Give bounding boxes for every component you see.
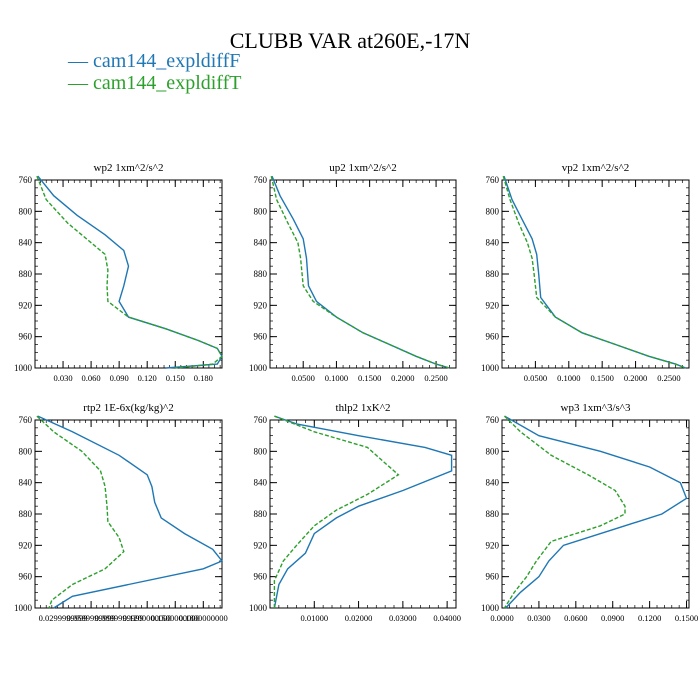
y-tick-label: 840	[19, 478, 33, 488]
y-tick-label: 880	[19, 509, 33, 519]
series-line-5-0	[504, 415, 688, 609]
plot-frame-3	[34, 419, 223, 609]
y-tick-label: 840	[254, 238, 268, 248]
x-tick-label: 0.1200000000	[123, 613, 172, 623]
series-line-0-1	[36, 175, 223, 369]
x-tick-label: 0.1500	[590, 373, 613, 383]
y-tick-label: 880	[254, 509, 268, 519]
y-tick-label: 800	[19, 446, 33, 456]
y-tick-label: 960	[254, 332, 268, 342]
x-tick-label: 0.0500	[524, 373, 547, 383]
series-line-4-0	[273, 415, 453, 609]
series-line-4-1	[273, 415, 400, 608]
y-tick-label: 760	[254, 415, 268, 425]
series-line-1-0	[271, 175, 450, 369]
x-tick-label: 0.1500	[358, 373, 381, 383]
y-tick-label: 1000	[481, 603, 500, 613]
chart-title: CLUBB VAR at260E,-17N	[229, 28, 471, 53]
x-tick-label: 0.2500	[424, 373, 447, 383]
series-line-3-0	[37, 415, 224, 609]
y-tick-label: 800	[254, 206, 268, 216]
y-tick-label: 880	[19, 269, 33, 279]
x-tick-label: 0.2500	[657, 373, 680, 383]
x-tick-label: 0.04000	[433, 613, 461, 623]
x-tick-label: 0.0600	[564, 613, 587, 623]
y-tick-label: 960	[254, 572, 268, 582]
panel-title-1: up2 1xm^2/s^2	[329, 162, 396, 174]
x-tick-label: 0.1500	[675, 613, 698, 623]
y-tick-label: 800	[254, 446, 268, 456]
y-tick-label: 880	[486, 509, 500, 519]
y-tick-label: 760	[254, 175, 268, 185]
x-tick-label: 0.120	[138, 373, 157, 383]
panel-title-3: rtp2 1E-6x(kg/kg)^2	[83, 402, 173, 414]
legend-entry-expldiffT: — cam144_expldiffT	[68, 72, 242, 94]
panel-title-4: thlp2 1xK^2	[336, 402, 391, 414]
y-tick-label: 1000	[14, 603, 33, 613]
x-tick-label: 0.0500	[292, 373, 315, 383]
x-tick-label: 0.060	[82, 373, 101, 383]
y-tick-label: 840	[486, 238, 500, 248]
x-tick-label: 0.0599999999	[67, 613, 116, 623]
y-tick-label: 760	[486, 415, 500, 425]
x-tick-label: 0.1800000000	[179, 613, 228, 623]
x-tick-label: 0.03000	[389, 613, 417, 623]
y-tick-label: 840	[254, 478, 268, 488]
x-tick-label: 0.180	[194, 373, 213, 383]
plot-frame-2	[501, 179, 690, 369]
x-tick-label: 0.0300	[527, 613, 550, 623]
y-tick-label: 920	[486, 300, 500, 310]
y-tick-label: 960	[19, 572, 33, 582]
y-tick-label: 920	[19, 300, 33, 310]
x-tick-label: 0.1200	[638, 613, 661, 623]
x-tick-label: 0.0899999999	[95, 613, 144, 623]
y-tick-label: 800	[486, 446, 500, 456]
y-tick-label: 760	[19, 415, 33, 425]
x-tick-label: 0.0299999999	[39, 613, 88, 623]
x-tick-label: 0.030	[53, 373, 72, 383]
y-tick-label: 760	[486, 175, 500, 185]
y-tick-label: 840	[19, 238, 33, 248]
y-tick-label: 920	[254, 540, 268, 550]
y-tick-label: 1000	[249, 603, 268, 613]
y-tick-label: 920	[19, 540, 33, 550]
panel-title-0: wp2 1xm^2/s^2	[94, 162, 164, 174]
y-tick-label: 800	[486, 206, 500, 216]
y-tick-label: 880	[254, 269, 268, 279]
y-tick-label: 920	[254, 300, 268, 310]
y-tick-label: 880	[486, 269, 500, 279]
plot-frame-0	[34, 179, 223, 369]
x-tick-label: 0.1500000000	[151, 613, 200, 623]
y-tick-label: 1000	[14, 363, 33, 373]
y-tick-label: 960	[486, 572, 500, 582]
y-tick-label: 1000	[481, 363, 500, 373]
y-tick-label: 1000	[249, 363, 268, 373]
panel-title-5: wp3 1xm^3/s^3	[561, 402, 631, 414]
y-tick-label: 760	[19, 175, 33, 185]
series-line-1-1	[270, 175, 450, 369]
x-tick-label: 0.1000	[557, 373, 580, 383]
series-line-2-0	[503, 175, 686, 369]
x-tick-label: 0.1000	[325, 373, 348, 383]
plot-frame-1	[269, 179, 457, 369]
x-tick-label: 0.090	[110, 373, 129, 383]
y-tick-label: 920	[486, 540, 500, 550]
x-tick-label: 0.150	[166, 373, 185, 383]
x-tick-label: 0.2000	[391, 373, 414, 383]
x-tick-label: 0.2000	[624, 373, 647, 383]
y-tick-label: 800	[19, 206, 33, 216]
x-tick-label: 0.02000	[345, 613, 373, 623]
y-tick-label: 840	[486, 478, 500, 488]
y-tick-label: 960	[486, 332, 500, 342]
series-line-5-1	[503, 415, 626, 609]
x-tick-label: 0.0900	[601, 613, 624, 623]
panel-title-2: vp2 1xm^2/s^2	[562, 162, 629, 174]
series-line-2-1	[502, 175, 686, 369]
legend-entry-expldiffF: — cam144_expldiffF	[68, 50, 241, 72]
x-tick-label: 0.0000	[490, 613, 513, 623]
y-tick-label: 960	[19, 332, 33, 342]
series-line-3-1	[36, 415, 125, 609]
x-tick-label: 0.01000	[300, 613, 328, 623]
